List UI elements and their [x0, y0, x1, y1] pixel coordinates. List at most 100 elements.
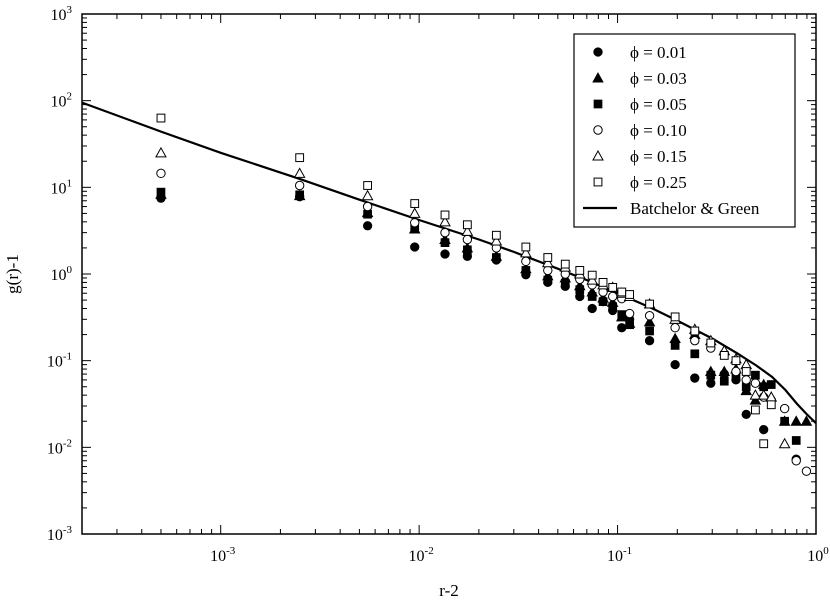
data-point-open-circle	[607, 291, 618, 302]
data-point-open-triangle	[439, 215, 451, 227]
x-tick-exponent: 0	[823, 545, 829, 557]
data-point-filled-square	[363, 209, 372, 219]
data-point-filled-square	[156, 187, 166, 197]
data-point-open-square	[543, 253, 553, 262]
data-point-open-square	[560, 259, 570, 269]
data-point-open-circle	[779, 403, 790, 414]
y-tick-base: 10	[47, 440, 63, 457]
legend-marker-filled-triangle	[592, 72, 604, 83]
y-tick-base: 10	[51, 180, 67, 197]
data-point-filled-square	[598, 297, 608, 306]
data-point-open-circle	[750, 378, 761, 388]
data-point-filled-square	[719, 376, 729, 386]
data-point-open-square	[440, 210, 450, 220]
y-tick-label: 102	[51, 91, 73, 111]
data-point-filled-square	[463, 245, 472, 255]
legend-label: ϕ = 0.01	[630, 43, 687, 62]
data-point-open-circle	[156, 168, 166, 179]
data-point-filled-square	[766, 380, 776, 389]
data-point-filled-circle	[362, 221, 373, 231]
data-point-open-circle	[670, 323, 680, 333]
y-tick-label: 101	[51, 177, 73, 197]
legend-marker-open-triangle	[592, 149, 604, 161]
y-tick-exponent: 1	[67, 177, 73, 189]
data-point-open-square	[719, 351, 729, 360]
data-point-open-square	[608, 283, 618, 292]
data-point-open-square	[670, 312, 680, 322]
legend: ϕ = 0.01 ϕ = 0.03 ϕ = 0.05 ϕ = 0.10 ϕ = 0.15…	[573, 33, 796, 228]
data-point-open-circle	[543, 265, 553, 276]
data-point-open-square	[750, 405, 760, 415]
x-tick-base: 10	[409, 548, 425, 565]
data-point-filled-square	[543, 275, 553, 285]
data-point-open-square	[156, 113, 166, 123]
data-point-open-triangle	[408, 207, 421, 218]
data-point-open-square	[462, 220, 472, 230]
data-point-open-square	[645, 299, 654, 309]
y-tick-exponent: -2	[63, 437, 72, 449]
x-tick-exponent: -1	[623, 545, 632, 557]
data-point-filled-triangle	[718, 365, 731, 376]
legend-label: ϕ = 0.05	[630, 95, 687, 114]
x-axis-label: r-2	[439, 581, 458, 600]
data-point-open-square	[575, 266, 585, 275]
data-point-open-square	[759, 439, 769, 449]
legend-label: Batchelor & Green	[630, 199, 760, 218]
data-point-open-circle	[731, 366, 741, 377]
x-tick-label: 10-1	[607, 545, 632, 565]
data-point-filled-circle	[587, 303, 597, 314]
data-point-filled-circle	[440, 249, 450, 259]
data-point-open-triangle	[490, 235, 503, 246]
data-point-open-triangle	[586, 274, 599, 285]
data-point-open-square	[766, 400, 776, 410]
data-point-open-square	[491, 230, 501, 240]
data-point-open-circle	[644, 311, 655, 321]
y-tick-exponent: 3	[67, 4, 73, 16]
data-point-filled-square	[617, 310, 627, 319]
data-point-open-circle	[791, 456, 801, 466]
x-tick-base: 10	[607, 548, 623, 565]
data-point-filled-square	[295, 190, 305, 200]
y-tick-base: 10	[51, 7, 67, 24]
data-point-open-triangle	[461, 225, 474, 236]
data-point-filled-square	[587, 292, 597, 301]
legend-box	[573, 33, 796, 228]
legend-marker-filled-circle	[593, 47, 603, 57]
data-point-open-square	[706, 338, 716, 348]
legend-label: ϕ = 0.25	[630, 173, 687, 192]
data-point-filled-square	[625, 320, 634, 330]
data-point-filled-square	[670, 341, 680, 350]
data-point-open-triangle	[155, 146, 167, 158]
data-point-filled-circle	[644, 336, 655, 346]
data-point-open-square	[731, 356, 741, 366]
data-point-open-square	[363, 181, 373, 190]
data-point-open-circle	[410, 218, 420, 228]
data-point-filled-square	[706, 370, 716, 380]
data-point-open-square	[625, 290, 635, 299]
y-tick-base: 10	[51, 267, 67, 284]
data-point-filled-square	[440, 238, 450, 248]
data-point-open-circle	[294, 180, 305, 191]
data-point-open-square	[295, 153, 305, 163]
data-point-filled-square	[791, 436, 801, 445]
legend-marker-filled-square	[593, 99, 603, 109]
y-tick-base: 10	[47, 527, 63, 544]
y-tick-exponent: -1	[63, 351, 72, 363]
legend-label: ϕ = 0.03	[630, 69, 687, 88]
data-point-open-circle	[362, 201, 373, 212]
data-point-open-circle	[690, 335, 700, 346]
data-point-filled-square	[751, 370, 760, 380]
legend-marker-open-square	[593, 177, 603, 187]
data-point-open-triangle	[749, 389, 762, 400]
data-point-filled-square	[690, 349, 700, 359]
data-point-filled-triangle	[749, 394, 762, 405]
y-tick-label: 10-2	[47, 437, 72, 457]
x-tick-label: 10-2	[409, 545, 434, 565]
x-tick-base: 10	[807, 548, 823, 565]
data-point-open-square	[521, 242, 531, 252]
data-point-filled-triangle	[790, 415, 802, 426]
data-point-filled-square	[575, 285, 585, 294]
legend-marker-open-circle	[593, 125, 603, 135]
